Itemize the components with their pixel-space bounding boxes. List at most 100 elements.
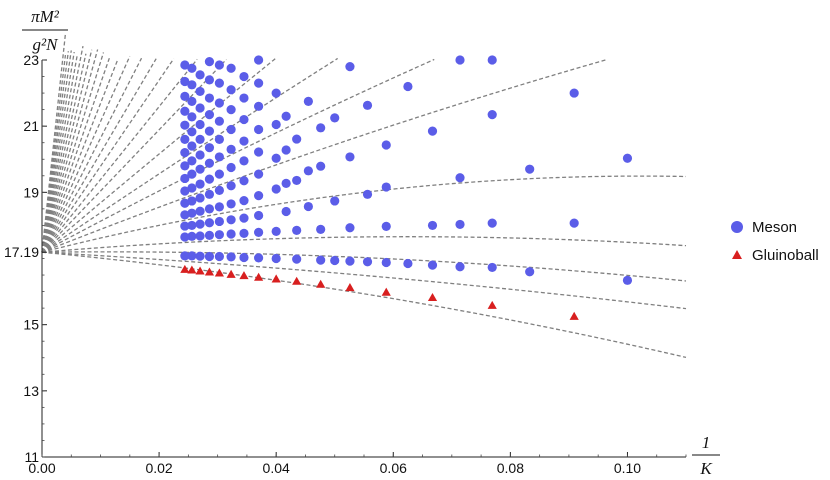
meson-point bbox=[455, 55, 465, 65]
meson-point bbox=[214, 98, 224, 108]
meson-point bbox=[204, 189, 215, 199]
gluinoball-point bbox=[204, 267, 215, 276]
x-tick-labels: 0.00 0.02 0.04 0.06 0.08 0.10 bbox=[28, 460, 641, 476]
meson-point bbox=[622, 275, 633, 285]
meson-point bbox=[187, 251, 197, 261]
gluinoball-point bbox=[381, 287, 391, 296]
meson-point bbox=[254, 124, 264, 135]
meson-point bbox=[204, 158, 215, 168]
meson-point bbox=[427, 220, 438, 231]
y-tick-label: 11 bbox=[24, 449, 39, 465]
meson-point bbox=[239, 114, 249, 125]
meson-point bbox=[455, 262, 465, 272]
x-axis-label: 1 K bbox=[692, 433, 720, 478]
fit-curve bbox=[41, 57, 110, 253]
x-tick-label: 0.08 bbox=[497, 460, 524, 476]
meson-point bbox=[226, 105, 236, 115]
meson-point bbox=[204, 174, 215, 184]
fit-curve bbox=[41, 49, 93, 253]
x-tick-label: 0.00 bbox=[28, 460, 55, 476]
y-axis-label-denominator: g²N bbox=[33, 35, 60, 54]
meson-point bbox=[187, 63, 197, 73]
data-points bbox=[180, 55, 633, 320]
gluinoball-point bbox=[214, 268, 224, 277]
meson-point bbox=[281, 111, 291, 121]
meson-point bbox=[214, 134, 224, 144]
y-axis-label-numerator: πM² bbox=[31, 7, 60, 26]
x-tick-label: 0.10 bbox=[614, 460, 641, 476]
meson-point bbox=[345, 62, 355, 72]
legend-label: Gluinoball bbox=[752, 246, 819, 264]
meson-point bbox=[427, 126, 438, 136]
meson-point bbox=[254, 253, 264, 263]
meson-point bbox=[487, 109, 497, 120]
fit-curve bbox=[41, 53, 87, 253]
y-axis-label: πM² g²N bbox=[22, 7, 68, 54]
meson-point bbox=[622, 153, 633, 163]
meson-point bbox=[187, 231, 197, 241]
meson-point bbox=[204, 230, 215, 240]
y-tick-label: 21 bbox=[23, 118, 39, 134]
meson-point bbox=[569, 218, 579, 228]
fit-curve bbox=[41, 52, 105, 253]
meson-point bbox=[204, 57, 215, 67]
meson-point bbox=[381, 221, 391, 232]
fit-curve bbox=[41, 49, 99, 253]
meson-point bbox=[180, 161, 190, 171]
meson-point bbox=[180, 60, 190, 70]
meson-point bbox=[195, 86, 205, 97]
meson-point bbox=[214, 230, 224, 240]
meson-point bbox=[281, 145, 291, 155]
meson-point bbox=[195, 134, 205, 144]
fit-curve bbox=[41, 58, 119, 253]
meson-point bbox=[226, 252, 236, 262]
meson-point bbox=[403, 258, 413, 269]
fit-curve bbox=[41, 58, 198, 253]
legend: Meson Gluinoball bbox=[728, 217, 819, 273]
gluinoball-point bbox=[427, 292, 438, 301]
meson-point bbox=[180, 120, 190, 130]
meson-point bbox=[381, 140, 391, 150]
meson-point bbox=[292, 134, 302, 144]
meson-point bbox=[195, 119, 205, 130]
meson-point bbox=[271, 226, 281, 236]
meson-point bbox=[239, 71, 249, 82]
meson-point bbox=[180, 232, 190, 242]
meson-point bbox=[403, 81, 413, 92]
legend-label: Meson bbox=[752, 218, 798, 236]
meson-point bbox=[187, 96, 197, 106]
fit-curve bbox=[41, 57, 143, 253]
meson-point bbox=[303, 201, 313, 212]
meson-point bbox=[195, 179, 205, 189]
meson-point bbox=[226, 144, 236, 154]
meson-point bbox=[303, 96, 313, 106]
meson-point bbox=[316, 123, 326, 133]
meson-point bbox=[292, 254, 302, 264]
meson-point bbox=[254, 101, 264, 111]
meson-point bbox=[195, 231, 205, 241]
meson-point bbox=[487, 218, 497, 228]
x-axis-label-numerator: 1 bbox=[702, 433, 711, 452]
meson-point bbox=[204, 143, 215, 153]
fit-curve bbox=[41, 58, 608, 253]
gluinoball-point bbox=[292, 276, 302, 285]
fit-curve bbox=[41, 58, 175, 253]
meson-point bbox=[187, 127, 197, 137]
meson-point bbox=[195, 251, 205, 261]
meson-point bbox=[271, 253, 281, 264]
meson-point bbox=[226, 199, 236, 209]
meson-point bbox=[180, 221, 190, 231]
meson-point bbox=[187, 196, 197, 206]
gluinoball-point bbox=[187, 265, 197, 274]
meson-point bbox=[187, 220, 197, 231]
meson-point bbox=[254, 147, 264, 157]
legend-item-gluinoball: Gluinoball bbox=[728, 245, 819, 265]
meson-point bbox=[271, 119, 281, 130]
meson-point bbox=[180, 198, 190, 208]
meson-point bbox=[204, 93, 215, 103]
meson-point bbox=[226, 63, 236, 73]
meson-point bbox=[254, 78, 264, 88]
y-tick-label: 15 bbox=[23, 317, 39, 333]
meson-point bbox=[239, 93, 249, 103]
y-tick-labels: 11 13 15 17.19 19 21 23 bbox=[4, 52, 39, 465]
